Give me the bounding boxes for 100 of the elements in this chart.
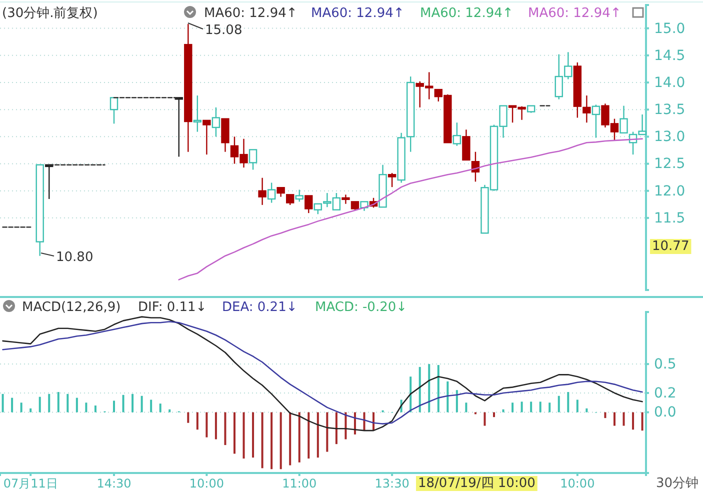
- bar: [94, 406, 96, 412]
- bar: [530, 402, 532, 412]
- bar: [446, 381, 449, 412]
- y-tick-label: 0.5: [654, 356, 676, 373]
- bar: [206, 412, 208, 438]
- bar: [20, 402, 22, 412]
- bar: [539, 402, 542, 412]
- bar: [465, 402, 468, 412]
- bar: [233, 412, 236, 454]
- annotation: MACD(12,26,9): [22, 300, 121, 315]
- x-tick-label: 07月11日: [3, 476, 58, 490]
- bar: [113, 400, 115, 412]
- bar: [280, 412, 282, 470]
- candlestick: [202, 120, 211, 156]
- candlestick: [193, 94, 202, 132]
- bar: [335, 412, 338, 444]
- candlestick: [276, 186, 285, 198]
- candlestick: [304, 195, 313, 214]
- annotation: 10.80: [56, 250, 94, 265]
- bar: [576, 400, 578, 412]
- text: 30分钟: [656, 476, 699, 491]
- annotation: (30分钟.前复权): [2, 6, 98, 21]
- candlestick: [462, 129, 470, 161]
- bar: [558, 396, 560, 412]
- candlestick: [388, 172, 396, 188]
- bar: [132, 394, 134, 412]
- bar: [548, 402, 551, 412]
- bar: [30, 408, 32, 412]
- bar: [613, 412, 616, 426]
- candlestick: [248, 149, 258, 170]
- candlestick: [258, 177, 266, 206]
- x-tick-label: 10:00: [560, 476, 595, 490]
- bar: [187, 412, 190, 423]
- candlestick: [360, 201, 368, 212]
- bar: [298, 412, 300, 462]
- bar: [11, 398, 14, 412]
- text: 10.77: [652, 239, 690, 254]
- bar: [326, 412, 328, 452]
- bar: [622, 412, 625, 426]
- y-tick-label: 14.0: [654, 74, 686, 91]
- candlestick: [110, 97, 118, 124]
- bar: [308, 412, 310, 459]
- x-tick-label: 14:30: [96, 476, 132, 490]
- bar: [567, 392, 570, 412]
- annotation: DEA: 0.21↓: [222, 300, 298, 315]
- candlestick: [342, 194, 350, 204]
- bar: [252, 412, 254, 458]
- bar: [242, 412, 245, 459]
- y-tick-label: 12.0: [654, 183, 686, 200]
- bar: [196, 412, 198, 430]
- bar: [428, 364, 430, 412]
- candlestick: [295, 189, 304, 202]
- bar: [38, 396, 41, 412]
- bar: [85, 402, 88, 412]
- bar: [641, 412, 644, 431]
- y-tick-label: 0.2: [654, 385, 676, 402]
- bar: [168, 409, 171, 412]
- text: 18/07/19/四 10:00: [418, 476, 536, 491]
- annotation: MA60: 12.94↑: [311, 6, 404, 21]
- annotation: MACD: -0.20↓: [315, 300, 408, 315]
- candlestick: [174, 97, 183, 158]
- candlestick: [452, 122, 462, 146]
- bar: [316, 412, 319, 458]
- bar: [270, 412, 273, 470]
- candlestick: [267, 182, 276, 204]
- bar: [261, 412, 264, 468]
- bar: [76, 398, 78, 412]
- x-tick-label: 11:00: [282, 476, 317, 490]
- bar: [418, 366, 421, 412]
- candlestick: [582, 94, 591, 124]
- bar: [48, 394, 50, 412]
- bar: [289, 412, 292, 466]
- bar: [484, 412, 486, 426]
- bar: [437, 365, 440, 412]
- bar: [214, 412, 217, 440]
- annotation: MA60: 12.94↑: [420, 6, 514, 21]
- candlestick: [620, 105, 628, 134]
- candlestick: [221, 118, 230, 152]
- bar: [140, 396, 143, 412]
- y-tick-label: 11.5: [654, 210, 686, 226]
- bar: [520, 402, 523, 412]
- bar: [502, 409, 504, 412]
- bar: [224, 412, 226, 446]
- bar: [159, 404, 162, 412]
- candlestick: [212, 106, 220, 138]
- bar: [57, 392, 60, 412]
- bar: [632, 412, 634, 430]
- bar: [586, 408, 588, 412]
- candlestick: [592, 104, 600, 138]
- annotation: DIF: 0.11↓: [138, 300, 207, 315]
- y-tick-label: 15.0: [654, 20, 686, 37]
- bar: [122, 394, 124, 412]
- x-tick-label: 10:00: [189, 476, 224, 490]
- y-tick-label: 13.0: [654, 129, 686, 146]
- y-tick-label: 0.0: [654, 404, 676, 421]
- candlestick: [286, 194, 294, 206]
- bar: [456, 390, 458, 412]
- annotation: MA60: 12.94↑: [528, 6, 622, 21]
- x-tick-label: 13:30: [374, 476, 410, 490]
- annotation: MA60: 12.94↑: [204, 6, 298, 21]
